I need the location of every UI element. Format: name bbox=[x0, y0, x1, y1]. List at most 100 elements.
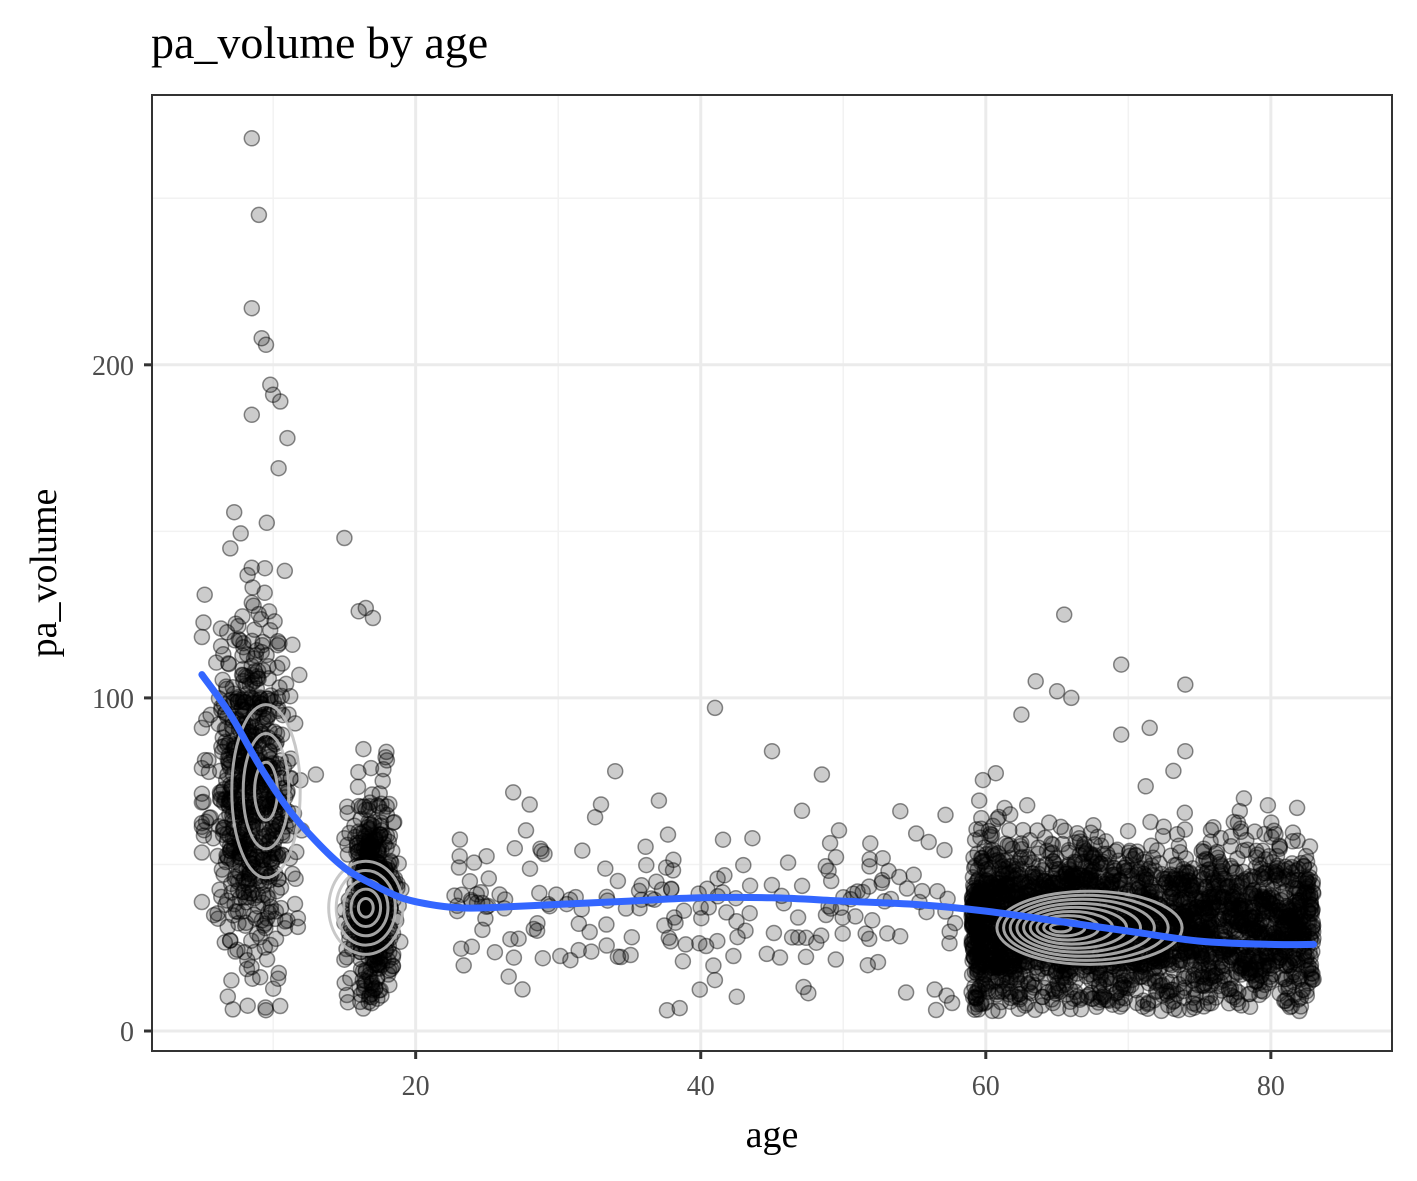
data-point bbox=[271, 679, 288, 696]
data-point bbox=[725, 947, 742, 965]
data-point bbox=[200, 809, 218, 827]
data-point bbox=[693, 909, 710, 927]
data-point bbox=[236, 889, 254, 906]
data-point bbox=[222, 875, 240, 893]
data-point bbox=[235, 872, 252, 890]
data-point bbox=[927, 1001, 945, 1019]
data-point bbox=[279, 429, 296, 447]
data-point bbox=[245, 597, 262, 614]
data-point bbox=[249, 670, 266, 687]
data-point bbox=[1047, 963, 1065, 980]
data-point bbox=[348, 844, 365, 861]
data-point bbox=[362, 960, 380, 978]
data-point bbox=[271, 635, 288, 652]
data-point bbox=[262, 687, 280, 704]
data-point bbox=[197, 813, 215, 830]
data-point bbox=[286, 895, 304, 913]
data-point bbox=[230, 688, 247, 706]
data-point bbox=[254, 637, 271, 654]
data-point bbox=[254, 662, 272, 679]
data-point bbox=[892, 802, 909, 820]
data-point bbox=[213, 738, 230, 756]
data-point bbox=[514, 981, 531, 998]
data-point bbox=[728, 988, 746, 1005]
data-point bbox=[528, 922, 546, 939]
data-point bbox=[222, 776, 239, 793]
data-point bbox=[217, 896, 234, 914]
data-point bbox=[211, 784, 229, 801]
data-point bbox=[219, 848, 236, 866]
data-point bbox=[213, 743, 231, 761]
data-point bbox=[219, 850, 237, 867]
data-point bbox=[735, 856, 752, 874]
data-point bbox=[592, 796, 610, 813]
data-point bbox=[258, 887, 276, 904]
data-point bbox=[1235, 790, 1253, 807]
data-point bbox=[1080, 986, 1097, 1004]
data-point bbox=[1302, 960, 1320, 977]
data-point bbox=[638, 856, 655, 874]
data-point bbox=[224, 679, 242, 696]
data-point bbox=[222, 842, 239, 860]
data-point bbox=[269, 845, 287, 863]
data-point bbox=[242, 689, 260, 706]
data-point bbox=[1271, 838, 1289, 855]
data-point bbox=[307, 766, 325, 783]
data-point bbox=[243, 958, 260, 976]
data-point bbox=[1205, 818, 1222, 836]
data-point bbox=[381, 795, 398, 813]
data-point bbox=[261, 742, 278, 759]
data-point bbox=[260, 603, 278, 620]
data-point bbox=[1291, 1002, 1308, 1020]
data-point bbox=[218, 680, 236, 698]
data-point bbox=[246, 943, 263, 961]
data-point bbox=[258, 791, 275, 809]
data-point bbox=[229, 903, 247, 921]
data-point bbox=[342, 970, 359, 987]
data-point bbox=[260, 889, 277, 907]
x-tick-label: 80 bbox=[1257, 1071, 1285, 1102]
data-point bbox=[1192, 968, 1210, 985]
data-point bbox=[598, 937, 615, 954]
data-point bbox=[691, 981, 709, 998]
data-point bbox=[193, 893, 211, 911]
data-point bbox=[251, 834, 268, 851]
data-point bbox=[219, 736, 236, 754]
data-point bbox=[235, 638, 252, 656]
data-point bbox=[233, 701, 250, 718]
data-point bbox=[609, 872, 627, 890]
data-point bbox=[270, 459, 287, 477]
data-point bbox=[218, 720, 235, 738]
data-point bbox=[360, 993, 377, 1011]
data-point bbox=[355, 740, 372, 758]
data-point bbox=[249, 668, 266, 685]
data-point bbox=[630, 882, 648, 900]
data-point bbox=[1001, 821, 1018, 839]
data-point bbox=[266, 613, 283, 630]
data-point bbox=[817, 858, 835, 875]
data-point bbox=[205, 906, 223, 924]
data-point bbox=[210, 715, 227, 733]
data-point bbox=[226, 896, 243, 913]
data-point bbox=[706, 699, 724, 717]
data-point bbox=[247, 910, 264, 927]
data-point bbox=[1304, 873, 1322, 891]
data-point bbox=[491, 886, 508, 903]
data-point bbox=[988, 878, 1006, 896]
data-point bbox=[246, 621, 263, 639]
data-point bbox=[237, 677, 255, 694]
data-point bbox=[970, 986, 988, 1004]
data-point bbox=[1237, 948, 1254, 966]
data-point bbox=[517, 822, 535, 839]
data-point bbox=[257, 1001, 275, 1019]
data-point bbox=[1026, 1001, 1044, 1019]
data-point bbox=[264, 816, 282, 834]
data-point bbox=[256, 584, 273, 602]
data-point bbox=[741, 904, 758, 922]
data-point bbox=[1177, 850, 1195, 867]
data-point bbox=[219, 918, 236, 936]
data-point bbox=[227, 615, 245, 632]
data-point bbox=[1177, 742, 1194, 760]
data-point bbox=[217, 678, 235, 695]
data-point bbox=[239, 951, 256, 969]
